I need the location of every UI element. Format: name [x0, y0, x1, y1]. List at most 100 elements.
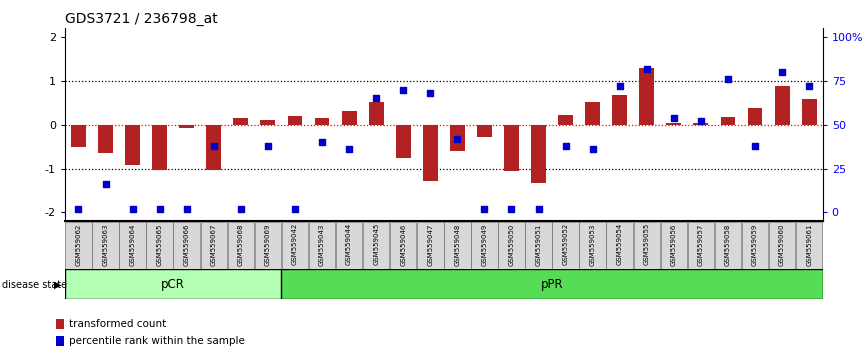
Point [207, 143, 221, 149]
Bar [585, 102, 600, 125]
Point [585, 147, 599, 152]
Point [126, 206, 139, 212]
FancyBboxPatch shape [255, 222, 281, 269]
Point [613, 84, 627, 89]
Bar [206, 125, 221, 170]
FancyBboxPatch shape [634, 222, 660, 269]
Point [152, 206, 166, 212]
Text: GSM559050: GSM559050 [508, 223, 514, 266]
Text: GSM559057: GSM559057 [698, 223, 704, 266]
Bar [423, 125, 437, 181]
Bar [179, 125, 194, 128]
Text: GSM559044: GSM559044 [346, 223, 352, 266]
Point [180, 206, 194, 212]
Text: GSM559058: GSM559058 [725, 223, 731, 266]
Point [505, 206, 519, 212]
FancyBboxPatch shape [417, 222, 443, 269]
Text: GSM559045: GSM559045 [373, 223, 379, 266]
Text: ▶: ▶ [54, 280, 61, 290]
FancyBboxPatch shape [526, 222, 552, 269]
Text: GSM559042: GSM559042 [292, 223, 298, 266]
Text: GSM559048: GSM559048 [455, 223, 461, 266]
Bar [234, 118, 249, 125]
Text: transformed count: transformed count [69, 319, 167, 329]
Bar [559, 115, 573, 125]
Text: GSM559053: GSM559053 [590, 223, 596, 266]
Text: GSM559056: GSM559056 [671, 223, 677, 266]
Point [802, 84, 816, 89]
FancyBboxPatch shape [120, 222, 145, 269]
Point [640, 66, 654, 72]
Bar [450, 125, 465, 151]
Point [775, 69, 789, 75]
Bar [612, 95, 627, 125]
FancyBboxPatch shape [661, 222, 687, 269]
Text: disease state: disease state [2, 280, 67, 290]
Point [72, 206, 86, 212]
FancyBboxPatch shape [390, 222, 417, 269]
Point [559, 143, 572, 149]
FancyBboxPatch shape [742, 222, 768, 269]
Text: GSM559043: GSM559043 [319, 223, 325, 266]
Text: GSM559054: GSM559054 [617, 223, 623, 266]
FancyBboxPatch shape [65, 222, 92, 269]
Point [423, 90, 437, 96]
Point [315, 139, 329, 145]
FancyBboxPatch shape [553, 222, 578, 269]
Bar [721, 117, 735, 125]
Text: GSM559063: GSM559063 [102, 223, 108, 266]
Text: GSM559055: GSM559055 [643, 223, 650, 266]
Text: GDS3721 / 236798_at: GDS3721 / 236798_at [65, 12, 217, 26]
Text: GSM559061: GSM559061 [806, 223, 812, 266]
Point [99, 182, 113, 187]
Point [261, 143, 275, 149]
Text: GSM559051: GSM559051 [535, 223, 541, 266]
Bar [126, 125, 140, 165]
Text: GSM559046: GSM559046 [400, 223, 406, 266]
FancyBboxPatch shape [471, 222, 498, 269]
Text: GSM559059: GSM559059 [752, 223, 758, 266]
Point [477, 206, 491, 212]
FancyBboxPatch shape [606, 222, 633, 269]
Text: GSM559060: GSM559060 [779, 223, 785, 266]
Text: GSM559066: GSM559066 [184, 223, 190, 266]
Point [748, 143, 762, 149]
Bar [396, 125, 410, 158]
FancyBboxPatch shape [714, 222, 741, 269]
FancyBboxPatch shape [363, 222, 390, 269]
Point [369, 96, 383, 101]
Text: percentile rank within the sample: percentile rank within the sample [69, 336, 245, 346]
Bar [98, 125, 113, 153]
Bar [802, 99, 817, 125]
FancyBboxPatch shape [336, 222, 362, 269]
Point [397, 87, 410, 92]
Text: GSM559067: GSM559067 [210, 223, 216, 266]
Text: pPR: pPR [540, 278, 564, 291]
FancyBboxPatch shape [688, 222, 714, 269]
FancyBboxPatch shape [444, 222, 470, 269]
Text: GSM559052: GSM559052 [563, 223, 569, 266]
Point [288, 206, 302, 212]
FancyBboxPatch shape [769, 222, 795, 269]
FancyBboxPatch shape [796, 222, 823, 269]
Bar [531, 125, 546, 183]
Bar [694, 122, 708, 125]
FancyBboxPatch shape [281, 269, 823, 299]
Point [667, 115, 681, 121]
Text: GSM559062: GSM559062 [75, 223, 81, 266]
Bar [747, 108, 762, 125]
FancyBboxPatch shape [309, 222, 335, 269]
FancyBboxPatch shape [65, 269, 281, 299]
Bar [504, 125, 519, 171]
Bar [775, 86, 790, 125]
Bar [477, 125, 492, 137]
Text: GSM559068: GSM559068 [238, 223, 244, 266]
FancyBboxPatch shape [281, 222, 308, 269]
Text: pCR: pCR [161, 278, 185, 291]
Bar [71, 125, 86, 147]
Text: GSM559049: GSM559049 [481, 223, 488, 266]
Bar [314, 118, 329, 125]
Bar [667, 122, 682, 125]
Bar [639, 68, 654, 125]
Bar [152, 125, 167, 170]
